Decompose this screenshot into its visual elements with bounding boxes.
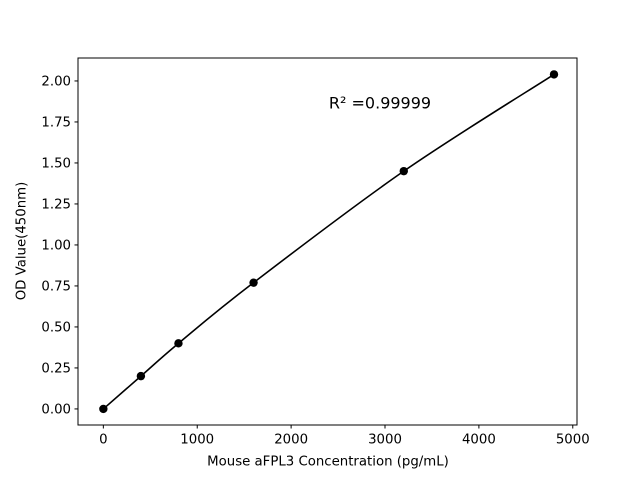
x-tick-label: 2000 bbox=[274, 432, 308, 447]
data-point-marker bbox=[136, 371, 146, 381]
data-point-marker bbox=[174, 339, 183, 348]
y-tick-label: 0.75 bbox=[41, 280, 71, 295]
y-tick-label: 1.75 bbox=[41, 116, 71, 131]
x-tick-label: 0 bbox=[99, 432, 107, 447]
x-tick-label: 1000 bbox=[180, 432, 214, 447]
x-tick-label: 4000 bbox=[462, 432, 496, 447]
x-axis-label: Mouse aFPL3 Concentration (pg/mL) bbox=[207, 454, 449, 470]
r-squared-annotation: R² =0.99999 bbox=[328, 93, 432, 113]
y-tick-label: 0.00 bbox=[41, 403, 71, 418]
axes-box bbox=[77, 57, 578, 426]
data-point-marker bbox=[549, 70, 559, 79]
y-axis-label: OD Value(450nm) bbox=[14, 181, 30, 301]
y-tick-label: 1.25 bbox=[41, 198, 71, 213]
y-tick-label: 0.50 bbox=[41, 321, 71, 336]
x-tick-label: 3000 bbox=[368, 432, 402, 447]
x-tick-label: 5000 bbox=[556, 432, 590, 447]
standard-curve-line bbox=[102, 73, 555, 410]
y-tick-label: 0.25 bbox=[41, 362, 71, 377]
data-point-marker bbox=[399, 166, 408, 176]
data-point-marker bbox=[99, 404, 108, 414]
data-point-marker bbox=[249, 278, 258, 287]
y-tick-label: 1.50 bbox=[41, 157, 71, 172]
y-tick-label: 1.00 bbox=[41, 239, 71, 254]
y-tick-label: 2.00 bbox=[41, 75, 71, 90]
